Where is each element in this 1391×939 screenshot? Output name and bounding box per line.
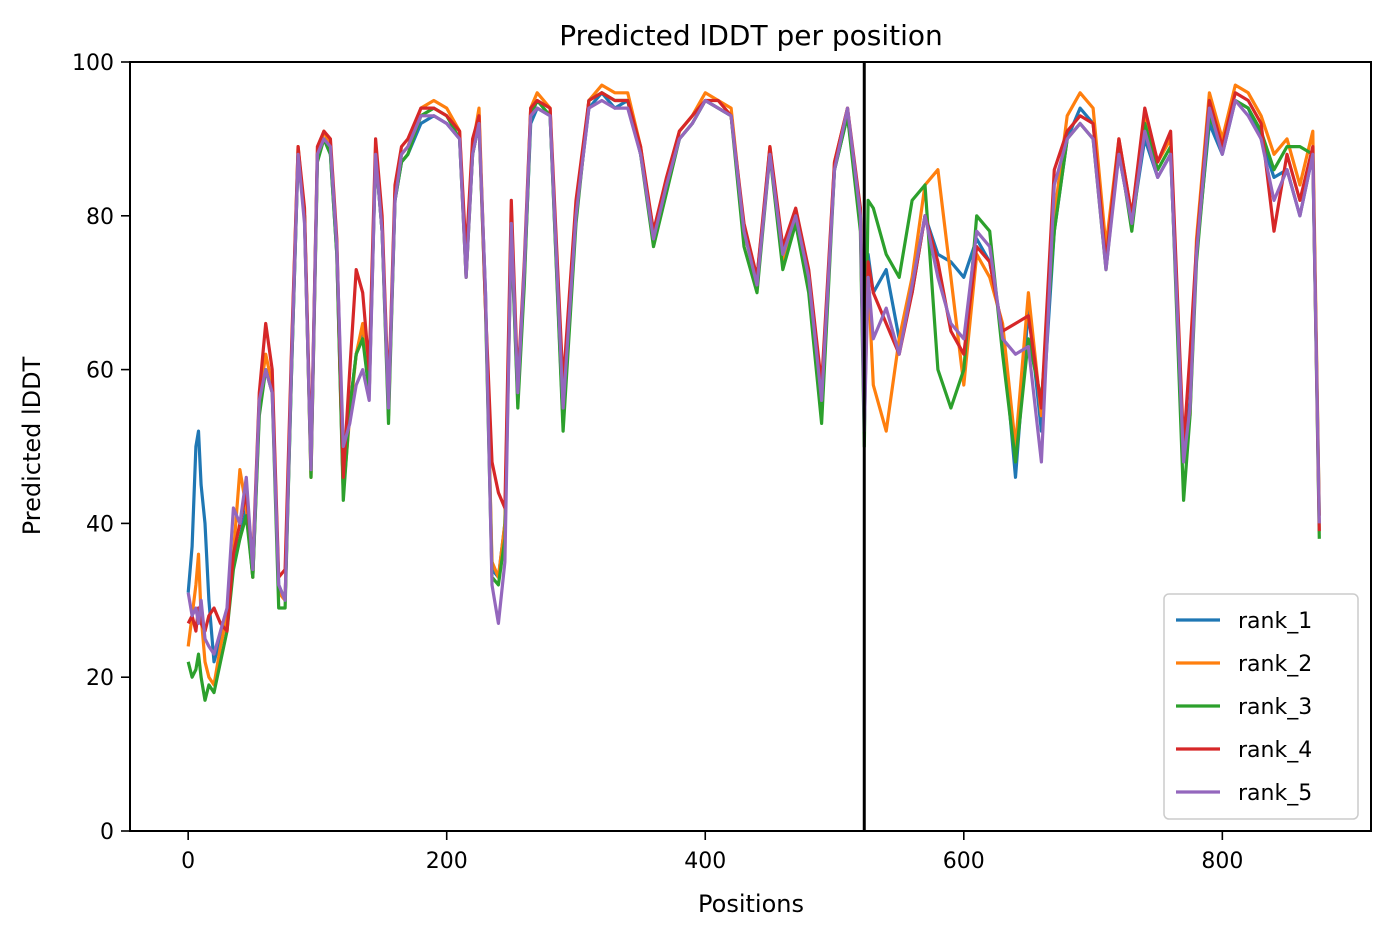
y-tick-label: 60 [86,359,114,384]
series-line-rank_3 [186,91,1321,702]
y-axis-ticks: 0 20 40 60 80 100 [72,51,130,845]
y-tick-label: 80 [86,205,114,230]
y-tick-label: 40 [86,512,114,537]
legend-box [1163,593,1359,820]
y-axis-label: Predicted lDDT [18,356,46,535]
legend-label-rank_1: rank_1 [1238,609,1312,634]
x-tick-label: 0 [181,849,195,874]
legend-label-rank_4: rank_4 [1238,738,1312,763]
legend-label-rank_5: rank_5 [1238,781,1312,806]
series-layer [186,83,1321,702]
legend-label-rank_3: rank_3 [1238,695,1312,720]
x-tick-label: 600 [943,849,985,874]
y-tick-label: 0 [100,820,114,845]
y-tick-label: 20 [86,666,114,691]
x-tick-label: 200 [426,849,468,874]
x-tick-label: 800 [1201,849,1243,874]
plot-frame [129,61,1372,832]
x-axis-ticks: 0 200 400 600 800 [181,831,1243,874]
series-line-rank_5 [186,98,1321,656]
legend-label-rank_2: rank_2 [1238,652,1312,677]
series-line-rank_4 [186,91,1321,633]
x-tick-label: 400 [684,849,726,874]
chart-title: Predicted lDDT per position [559,19,943,52]
y-tick-label: 100 [72,51,114,76]
x-axis-label: Positions [698,890,804,918]
legend: rank_1 rank_2 rank_3 rank_4 rank_5 [1163,593,1359,820]
